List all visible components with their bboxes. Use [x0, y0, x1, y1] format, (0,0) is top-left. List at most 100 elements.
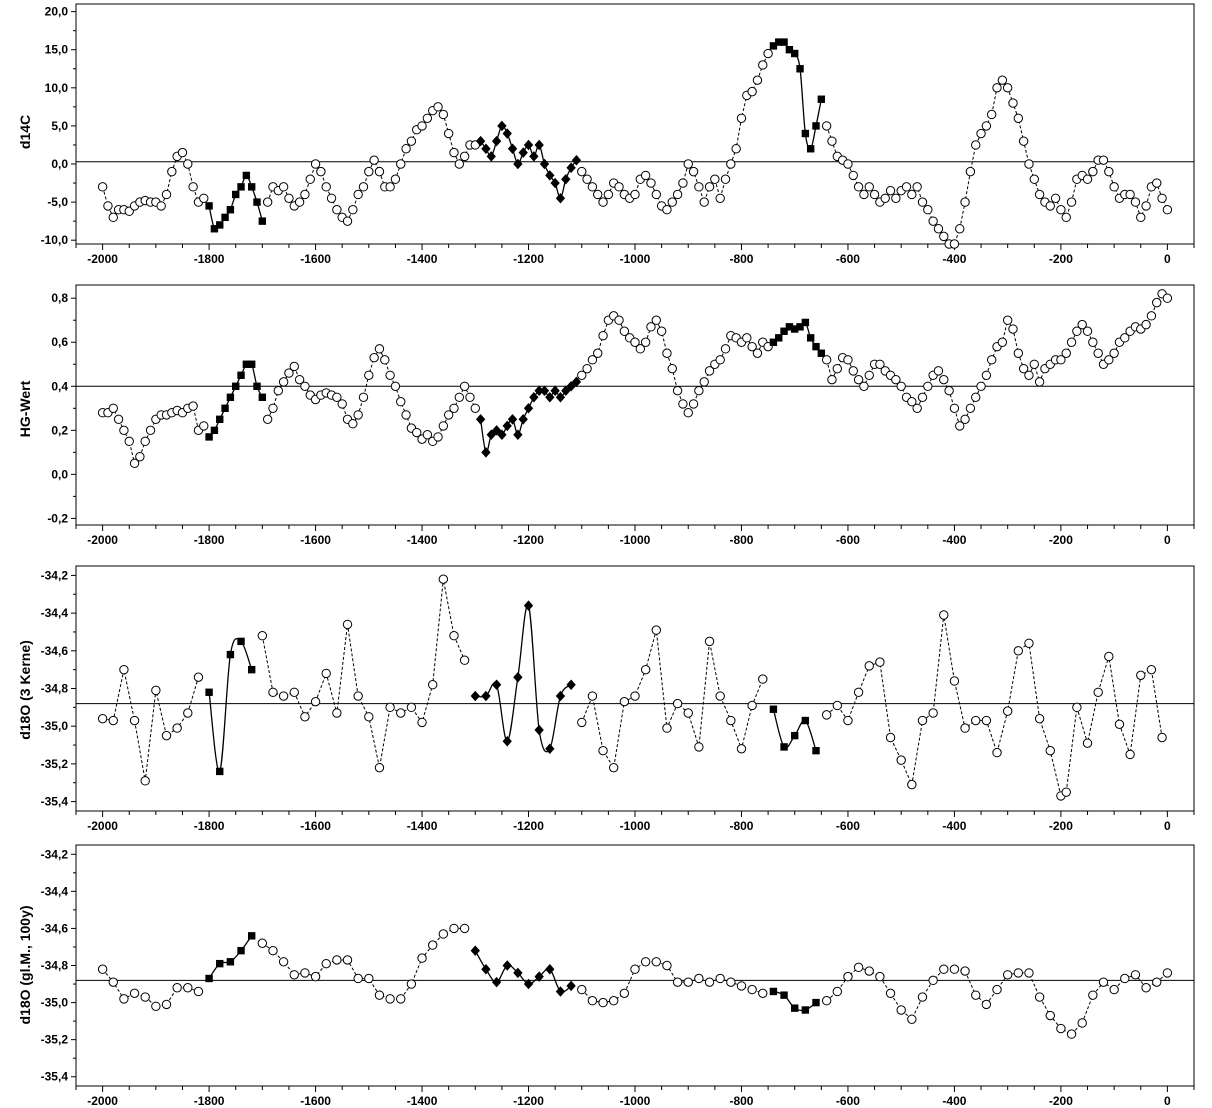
panel-hg-wert-series-5-point — [796, 323, 804, 331]
panel-d18o-smoothed-series-2-point — [342, 955, 353, 965]
panel-d14c-series-4-point — [630, 189, 640, 200]
panel-d18o-smoothed-series-2-point — [257, 938, 268, 948]
panel-d14c-series-6-point — [1082, 174, 1093, 184]
panel-d14c-series-6-point — [1098, 155, 1109, 165]
panel-d14c-series-2-point — [459, 151, 470, 162]
panel-d14c-series-6-point — [976, 128, 986, 139]
panel-d14c-series-6-point — [992, 83, 1002, 93]
panel-hg-wert-ytick-label: -0,2 — [47, 511, 68, 525]
panel-d14c-series-1-point — [226, 206, 235, 214]
panel-d14c-series-6-point — [1034, 189, 1045, 200]
panel-d18o-smoothed-series-1-point — [237, 946, 245, 955]
panel-hg-wert-series-6-point — [1093, 348, 1103, 358]
panel-d14c-ytick-label: 0,0 — [51, 157, 68, 171]
panel-hg-wert-series-2-point — [294, 374, 305, 385]
panel-d14c-series-6-point — [1013, 113, 1024, 123]
panel-d14c-series-2-point — [326, 193, 337, 203]
panel-hg-wert-series-2-point — [438, 421, 449, 431]
panel-hg-wert-series-6-point — [848, 366, 858, 376]
panel-d18o-3-kerne-series-3-point — [491, 679, 502, 690]
panel-d14c-series-5-point — [806, 145, 815, 153]
panel-d14c-series-6-point — [965, 166, 976, 177]
panel-d14c-series-6-point — [1002, 83, 1013, 93]
panel-d18o-smoothed-series-1-point — [205, 974, 213, 983]
panel-d14c-series-5-point — [812, 122, 820, 130]
panel-hg-wert-series-2-point — [268, 403, 278, 414]
panel-d18o-3-kerne-xtick-label: -1600 — [300, 819, 331, 833]
panel-hg-wert-series-3-point — [545, 392, 555, 403]
panel-hg-wert-series-6-point — [912, 403, 922, 414]
panel-d14c-series-6-point — [933, 224, 944, 234]
panel-d18o-3-kerne-xtick-label: -400 — [942, 819, 966, 833]
panel-d14c-series-2-point — [300, 189, 310, 200]
panel-d14c-series-2-point — [353, 189, 363, 200]
panel-hg-wert-series-2-point — [465, 392, 475, 402]
panel-d18o-3-kerne-series-1-point — [247, 665, 256, 674]
panel-d18o-3-kerne-series-0-point — [108, 715, 118, 726]
panel-hg-wert-series-6-point — [1061, 348, 1071, 358]
panel-d18o-smoothed-series-6-point — [832, 986, 843, 997]
panel-d18o-smoothed-xtick-label: 0 — [1164, 1094, 1171, 1108]
panel-d18o-3-kerne-xtick-label: -1000 — [620, 819, 651, 833]
panel-d18o-3-kerne-series-3-point — [545, 743, 555, 755]
panel-d18o-3-kerne-series-6-point — [864, 661, 874, 671]
panel-d18o-smoothed-xtick-label: -600 — [836, 1094, 860, 1108]
panel-d18o-3-kerne-series-2-point — [332, 708, 342, 718]
panel-d14c-series-1-point — [247, 183, 256, 191]
panel-d18o-smoothed-series-3-point — [502, 960, 512, 971]
panel-hg-wert-series-4-point — [752, 348, 763, 358]
panel-d18o-smoothed-series-0-point — [97, 964, 108, 974]
panel-d18o-smoothed-series-2-point — [396, 994, 406, 1004]
panel-d18o-3-kerne-series-6-point — [960, 723, 970, 733]
panel-d14c-series-2-point — [385, 182, 395, 192]
panel-d18o-smoothed-series-3-point — [523, 978, 534, 990]
panel-d18o-3-kerne-series-6-point — [1104, 651, 1114, 662]
panel-d18o-3-kerne-series-4-point — [619, 696, 630, 707]
panel-d14c-series-5-line — [773, 40, 822, 150]
panel-d18o-3-kerne-series-2-line — [261, 579, 466, 768]
panel-d18o-smoothed-series-6-point — [981, 999, 992, 1010]
panel-hg-wert-series-1-point — [247, 360, 256, 368]
panel-d14c-series-2-point — [348, 205, 358, 215]
panel-d18o-3-kerne-series-3-point — [481, 690, 491, 702]
panel-d18o-smoothed-series-2-point — [427, 940, 438, 950]
panel-d18o-3-kerne-series-6-point — [939, 610, 949, 620]
panel-d14c-ytick-label: 15,0 — [45, 43, 69, 57]
panel-d14c-series-0-point — [156, 201, 166, 211]
panel-hg-wert-series-6-point — [907, 396, 917, 407]
panel-hg-wert-series-6-point — [891, 374, 901, 385]
panel-hg-wert-series-2-point — [273, 385, 284, 396]
panel-d18o-3-kerne-series-6-point — [896, 755, 906, 765]
panel-d14c-series-1-point — [242, 171, 251, 180]
panel-hg-wert-series-0-point — [199, 421, 209, 431]
panel-d18o-smoothed-series-0-point — [119, 994, 129, 1004]
panel-d18o-3-kerne-series-2-point — [438, 574, 449, 584]
panel-d14c-series-3-point — [571, 154, 582, 166]
panel-d18o-smoothed-series-3-point — [513, 967, 523, 979]
panel-d18o-smoothed-series-0-point — [108, 977, 118, 987]
panel-d14c-series-2-point — [454, 159, 465, 169]
panel-hg-wert-series-3-line — [479, 381, 577, 454]
panel-d18o-3-kerne-series-6-point — [907, 779, 917, 790]
panel-d18o-smoothed-series-6-point — [885, 988, 896, 999]
panel-hg-wert-series-4-point — [630, 337, 640, 347]
panel-hg-wert-series-6-point — [933, 366, 944, 376]
panel-d18o-3-kerne-series-3-line — [475, 604, 572, 753]
panel-hg-wert-series-3-point — [507, 414, 518, 425]
panel-hg-wert-series-2-point — [284, 368, 294, 378]
panel-hg-wert-series-5-point — [812, 342, 820, 351]
panel-d18o-3-kerne: d18O (3 Kerne) -35,4 -35,2 -35,0 -34,8 -34,6… — [17, 565, 1195, 833]
panel-d14c-series-2-point — [358, 182, 369, 192]
panel-d18o-3-kerne-series-3-point — [555, 690, 566, 702]
panel-hg-wert-series-3-point — [571, 376, 582, 388]
panel-d18o-smoothed-series-2-point — [459, 923, 470, 934]
panel-hg-wert-series-2-point — [449, 403, 459, 414]
panel-d14c-series-1-point — [237, 183, 245, 191]
panel-d14c-series-6-point — [912, 182, 922, 192]
panel-d18o-smoothed-series-3-point — [470, 945, 480, 956]
panel-d14c-series-6-point — [986, 109, 997, 120]
panel-hg-wert-series-4-point — [587, 355, 598, 365]
panel-d18o-3-kerne-series-0-point — [151, 685, 161, 696]
panel-d18o-smoothed-series-6-point — [939, 964, 949, 974]
panel-hg-wert-series-0-point — [135, 452, 145, 462]
